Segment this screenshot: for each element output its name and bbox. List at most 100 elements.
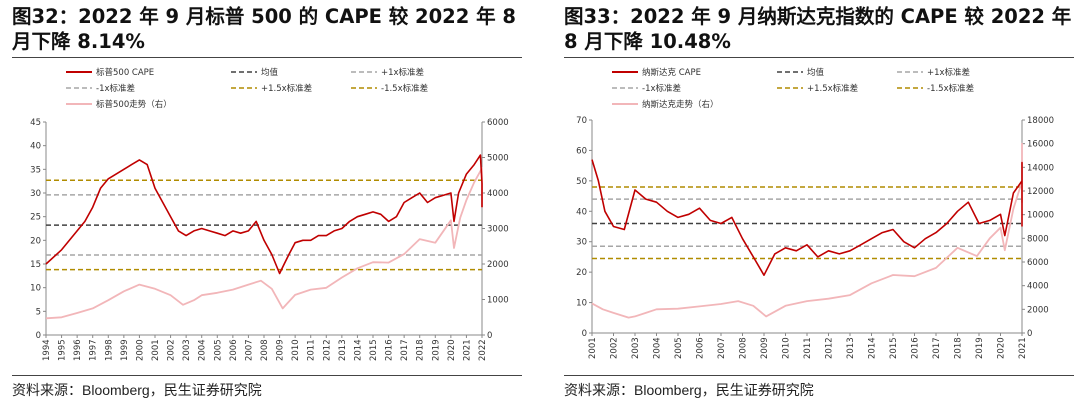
y2-tick-label: 0 (1027, 329, 1032, 339)
index-series-line (45, 167, 483, 320)
x-tick-label: 2005 (213, 339, 223, 361)
index-series-line (591, 142, 1023, 319)
y2-tick-label: 10000 (1027, 211, 1054, 221)
x-tick-label: 2013 (846, 337, 856, 359)
x-tick-label: 2009 (276, 339, 286, 361)
y2-tick-label: 2000 (487, 260, 509, 270)
x-tick-label: 2016 (911, 337, 921, 359)
x-tick-label: 2019 (975, 337, 985, 359)
x-tick-label: 2021 (1018, 337, 1028, 359)
y-tick-label: 20 (576, 268, 587, 278)
y-tick-label: 50 (576, 177, 587, 187)
legend-label: -1x标准差 (642, 83, 681, 94)
x-tick-label: 2017 (932, 337, 942, 359)
cape-series-line (45, 154, 483, 275)
x-tick-label: 2008 (260, 339, 270, 361)
x-tick-label: 2002 (167, 339, 177, 361)
x-tick-label: 2006 (696, 337, 706, 359)
x-tick-label: 2003 (182, 339, 192, 361)
sp500-cape-chart: 标普500 CAPE 均值 +1x标准差 -1x标准差 +1.5x标准差 -1.5x标准差… (30, 67, 509, 361)
y-tick-label: 40 (576, 207, 587, 217)
x-tick-label: 2017 (400, 339, 410, 361)
legend-label: 标普500 CAPE (96, 67, 154, 78)
y-tick-label: 0 (582, 329, 587, 339)
y2-tick-label: 4000 (1027, 282, 1049, 292)
y2-tick-label: 2000 (1027, 305, 1049, 315)
x-tick-label: 2002 (610, 337, 620, 359)
legend-label: 纳斯达克走势（右） (642, 99, 719, 110)
x-tick-label: 2000 (135, 339, 145, 361)
legend-label: 标普500走势（右） (96, 99, 172, 110)
x-tick-label: 2014 (353, 339, 363, 361)
y2-tick-label: 18000 (1027, 116, 1054, 126)
y-tick-label: 20 (30, 236, 41, 246)
legend-label: 均值 (807, 67, 825, 78)
x-tick-label: 2019 (431, 339, 441, 361)
x-tick-label: 2020 (997, 337, 1007, 359)
legend-label: -1x标准差 (96, 83, 135, 94)
x-tick-label: 2012 (825, 337, 835, 359)
y-tick-label: 45 (30, 118, 41, 128)
source-note: 资料来源：Bloomberg，民生证券研究院 (564, 382, 814, 398)
y2-tick-label: 12000 (1027, 187, 1054, 197)
nasdaq-cape-chart: 纳斯达克 CAPE 均值 +1x标准差 -1x标准差 +1.5x标准差 -1.5x标准差纳… (576, 67, 1054, 359)
x-tick-label: 2011 (307, 339, 317, 361)
x-tick-label: 2010 (291, 339, 301, 361)
x-tick-label: 2020 (447, 339, 457, 361)
x-tick-label: 2007 (244, 339, 254, 361)
y2-tick-label: 8000 (1027, 234, 1049, 244)
y2-tick-label: 6000 (487, 118, 509, 128)
x-tick-label: 2014 (868, 337, 878, 359)
title-divider (564, 57, 1074, 58)
x-tick-label: 1997 (89, 339, 99, 361)
legend-label: -1.5x标准差 (927, 83, 974, 94)
x-tick-label: 2022 (478, 339, 488, 361)
y-tick-label: 5 (36, 307, 41, 317)
x-tick-label: 2021 (462, 339, 472, 361)
x-tick-label: 2001 (588, 337, 598, 359)
x-tick-label: 1994 (42, 339, 52, 361)
footer-divider (12, 375, 522, 376)
legend-label: +1.5x标准差 (261, 83, 312, 94)
panel-nasdaq-cape: 图33：2022 年 9 月纳斯达克指数的 CAPE 较 2022 年 8 月下… (552, 0, 1080, 402)
y2-tick-label: 6000 (1027, 258, 1049, 268)
panel-title: 图33：2022 年 9 月纳斯达克指数的 CAPE 较 2022 年 8 月下… (564, 5, 1072, 53)
footer-divider (564, 375, 1074, 376)
x-tick-label: 1996 (73, 339, 83, 361)
x-tick-label: 2015 (369, 339, 379, 361)
legend-label: +1x标准差 (927, 67, 970, 78)
x-tick-label: 2004 (198, 339, 208, 361)
x-tick-label: 2015 (889, 337, 899, 359)
x-tick-label: 2004 (653, 337, 663, 359)
x-tick-label: 2009 (760, 337, 770, 359)
x-tick-label: 2016 (385, 339, 395, 361)
x-tick-label: 2001 (151, 339, 161, 361)
x-tick-label: 1998 (104, 339, 114, 361)
y-tick-label: 15 (30, 260, 41, 270)
y-tick-label: 30 (30, 189, 41, 199)
title-divider (12, 57, 522, 58)
y-tick-label: 60 (576, 146, 587, 156)
x-tick-label: 2006 (229, 339, 239, 361)
y2-tick-label: 5000 (487, 154, 509, 164)
y-tick-label: 25 (30, 213, 41, 223)
legend-label: 纳斯达克 CAPE (642, 67, 701, 78)
y-tick-label: 35 (30, 165, 41, 175)
x-tick-label: 2007 (717, 337, 727, 359)
source-note: 资料来源：Bloomberg，民生证券研究院 (12, 382, 262, 398)
panel-title: 图32：2022 年 9 月标普 500 的 CAPE 较 2022 年 8 月… (12, 5, 516, 53)
x-tick-label: 2018 (954, 337, 964, 359)
x-tick-label: 2012 (322, 339, 332, 361)
x-tick-label: 2008 (739, 337, 749, 359)
y2-tick-label: 4000 (487, 189, 509, 199)
y-tick-label: 0 (36, 331, 41, 341)
y2-tick-label: 3000 (487, 225, 509, 235)
legend-label: 均值 (261, 67, 279, 78)
x-tick-label: 1995 (58, 339, 68, 361)
y-tick-label: 10 (576, 299, 587, 309)
panel-sp500-cape: 图32：2022 年 9 月标普 500 的 CAPE 较 2022 年 8 月… (0, 0, 528, 402)
x-tick-label: 2003 (631, 337, 641, 359)
y-tick-label: 70 (576, 116, 587, 126)
legend-label: +1.5x标准差 (807, 83, 858, 94)
cape-series-line (591, 159, 1023, 276)
